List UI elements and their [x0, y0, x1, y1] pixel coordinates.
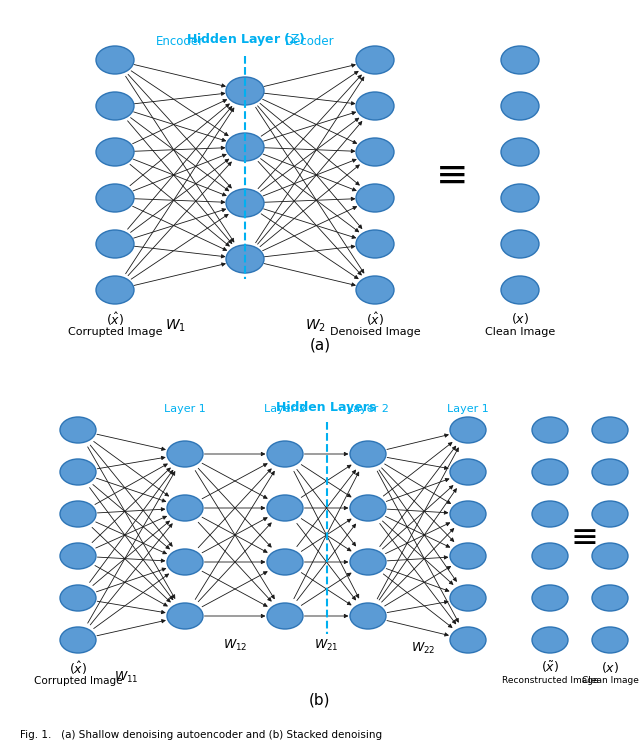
Ellipse shape: [96, 92, 134, 120]
Ellipse shape: [532, 627, 568, 653]
Text: Corrupted Image: Corrupted Image: [34, 676, 122, 686]
Ellipse shape: [501, 138, 539, 166]
Ellipse shape: [60, 543, 96, 569]
Ellipse shape: [60, 459, 96, 485]
Text: Clean Image: Clean Image: [582, 676, 639, 685]
Text: $(\hat{x})$: $(\hat{x})$: [69, 660, 87, 677]
Text: Reconstructed Image: Reconstructed Image: [502, 676, 598, 685]
Text: $\equiv$: $\equiv$: [564, 519, 596, 551]
Ellipse shape: [226, 77, 264, 105]
Ellipse shape: [267, 441, 303, 467]
Text: Layer 1: Layer 1: [164, 404, 206, 414]
Ellipse shape: [267, 549, 303, 575]
Text: $(x)$: $(x)$: [511, 311, 529, 326]
Ellipse shape: [450, 627, 486, 653]
Ellipse shape: [96, 184, 134, 212]
Text: $(\hat{x})$: $(\hat{x})$: [106, 311, 124, 328]
Ellipse shape: [356, 92, 394, 120]
Ellipse shape: [267, 603, 303, 629]
Ellipse shape: [592, 627, 628, 653]
Text: $\mathit{W}_{11}$: $\mathit{W}_{11}$: [114, 670, 139, 685]
Ellipse shape: [167, 495, 203, 521]
Text: Layer 2: Layer 2: [347, 404, 389, 414]
Ellipse shape: [350, 441, 386, 467]
Text: Layer 2: Layer 2: [264, 404, 306, 414]
Ellipse shape: [60, 417, 96, 443]
Ellipse shape: [356, 184, 394, 212]
Text: $(\tilde{x})$: $(\tilde{x})$: [541, 660, 559, 676]
Ellipse shape: [60, 501, 96, 527]
Ellipse shape: [501, 276, 539, 304]
Ellipse shape: [356, 230, 394, 258]
Text: $\mathit{W}_{21}$: $\mathit{W}_{21}$: [314, 638, 339, 653]
Text: Decoder: Decoder: [285, 35, 335, 48]
Ellipse shape: [592, 417, 628, 443]
Ellipse shape: [532, 585, 568, 611]
Ellipse shape: [532, 459, 568, 485]
Ellipse shape: [226, 133, 264, 161]
Ellipse shape: [96, 46, 134, 74]
Ellipse shape: [532, 543, 568, 569]
Text: $(\hat{x})$: $(\hat{x})$: [366, 311, 384, 328]
Ellipse shape: [96, 230, 134, 258]
Ellipse shape: [226, 245, 264, 273]
Text: Clean Image: Clean Image: [485, 327, 555, 337]
Text: Layer 1: Layer 1: [447, 404, 489, 414]
Ellipse shape: [450, 585, 486, 611]
Ellipse shape: [167, 441, 203, 467]
Text: Hidden Layers: Hidden Layers: [276, 401, 376, 414]
Ellipse shape: [356, 46, 394, 74]
Ellipse shape: [96, 276, 134, 304]
Ellipse shape: [592, 585, 628, 611]
Ellipse shape: [501, 46, 539, 74]
Ellipse shape: [350, 549, 386, 575]
Text: (a): (a): [309, 338, 331, 353]
Ellipse shape: [167, 549, 203, 575]
Ellipse shape: [267, 495, 303, 521]
Ellipse shape: [501, 230, 539, 258]
Text: $\mathit{W}_{22}$: $\mathit{W}_{22}$: [411, 641, 435, 656]
Ellipse shape: [96, 138, 134, 166]
Text: $\mathit{W}_1$: $\mathit{W}_1$: [164, 318, 186, 334]
Ellipse shape: [450, 543, 486, 569]
Ellipse shape: [60, 627, 96, 653]
Ellipse shape: [592, 501, 628, 527]
Text: (b): (b): [309, 693, 331, 708]
Ellipse shape: [350, 603, 386, 629]
Ellipse shape: [450, 501, 486, 527]
Ellipse shape: [450, 459, 486, 485]
Ellipse shape: [532, 501, 568, 527]
Text: $(x)$: $(x)$: [601, 660, 619, 675]
Ellipse shape: [60, 585, 96, 611]
Text: Encoder: Encoder: [156, 35, 204, 48]
Ellipse shape: [350, 495, 386, 521]
Ellipse shape: [592, 459, 628, 485]
Text: $\mathit{W}_2$: $\mathit{W}_2$: [305, 318, 326, 334]
Ellipse shape: [532, 417, 568, 443]
Ellipse shape: [450, 417, 486, 443]
Text: $\equiv$: $\equiv$: [429, 156, 467, 194]
Ellipse shape: [167, 603, 203, 629]
Text: Denoised Image: Denoised Image: [330, 327, 420, 337]
Text: $\mathit{W}_{12}$: $\mathit{W}_{12}$: [223, 638, 247, 653]
Ellipse shape: [356, 138, 394, 166]
Text: Hidden Layer ($\mathit{Z}$): Hidden Layer ($\mathit{Z}$): [186, 31, 305, 48]
Ellipse shape: [501, 92, 539, 120]
Text: Fig. 1.   (a) Shallow denoising autoencoder and (b) Stacked denoising: Fig. 1. (a) Shallow denoising autoencode…: [20, 730, 382, 740]
Ellipse shape: [501, 184, 539, 212]
Text: Corrupted Image: Corrupted Image: [68, 327, 163, 337]
Ellipse shape: [356, 276, 394, 304]
Ellipse shape: [592, 543, 628, 569]
Ellipse shape: [226, 189, 264, 217]
